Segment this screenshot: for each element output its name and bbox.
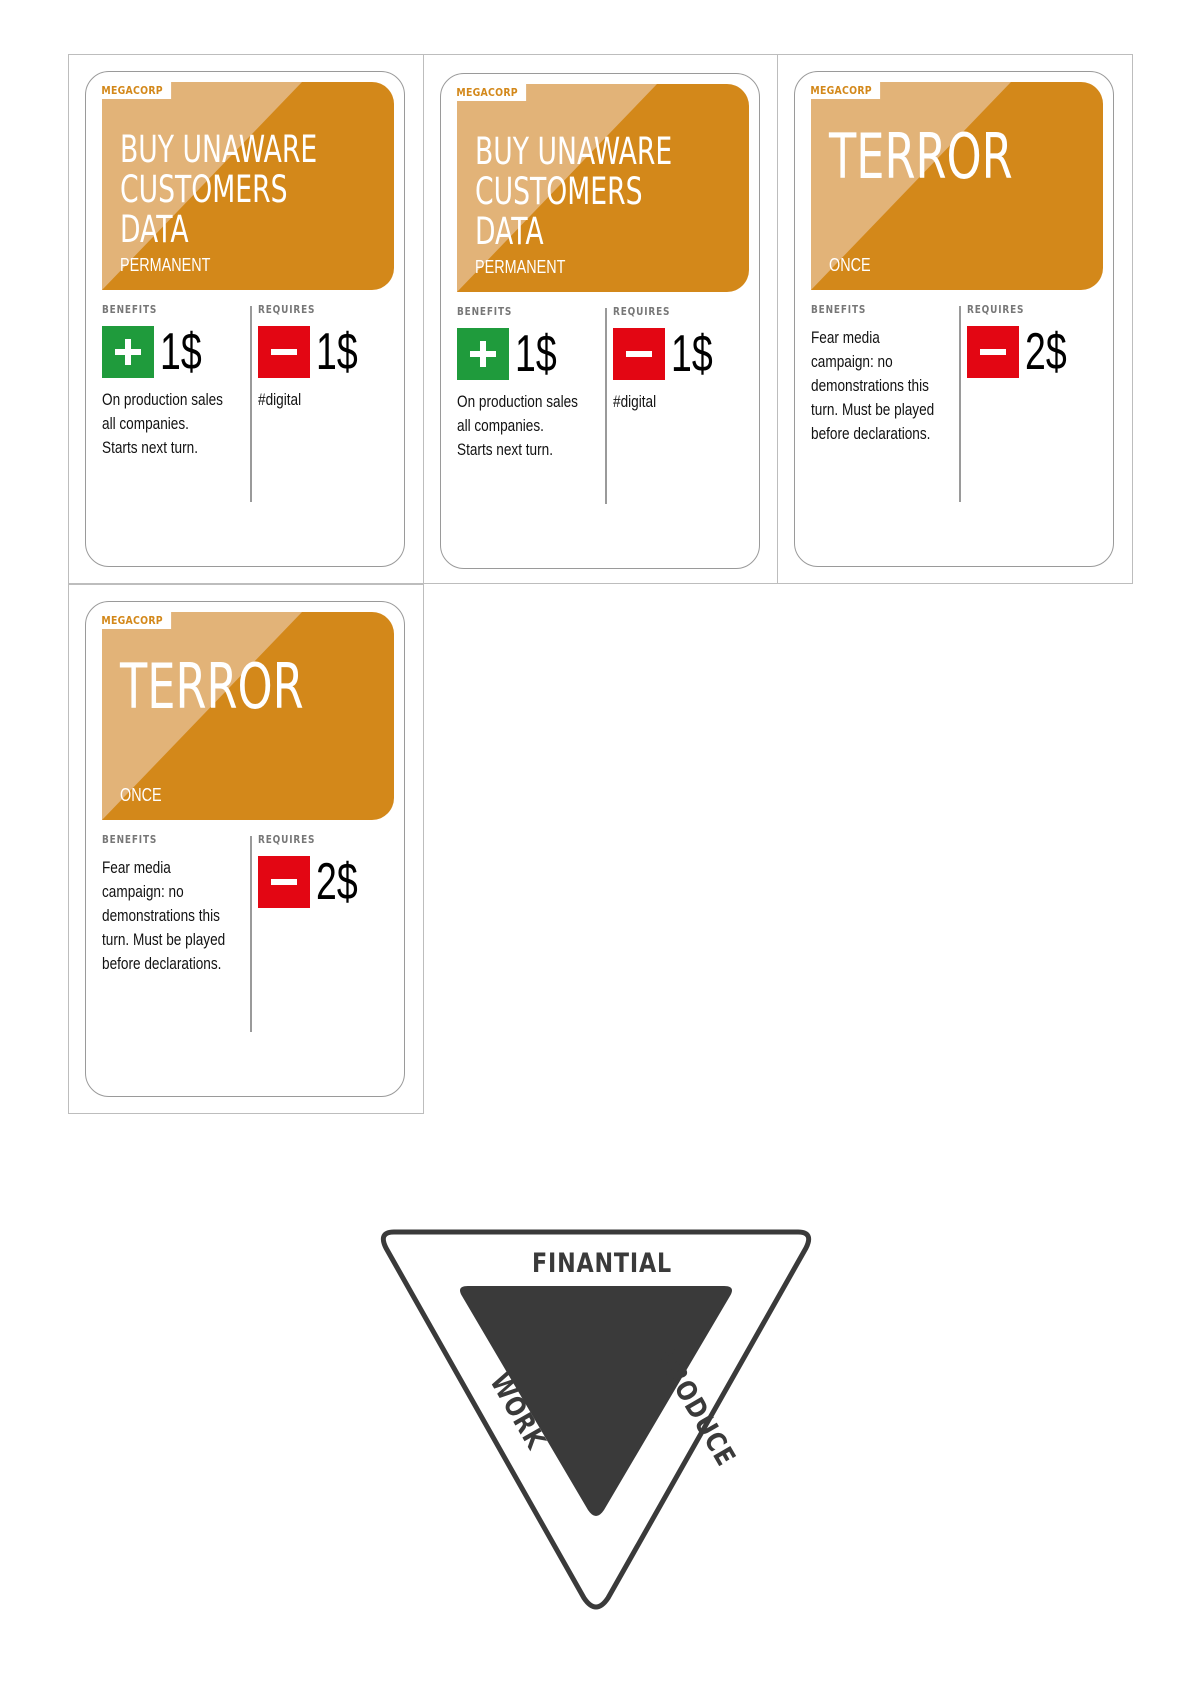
benefit-amount: 1$ (515, 325, 557, 383)
card[interactable]: BUY UNAWARE CUSTOMERS DATA PERMANENT MEG… (85, 71, 405, 567)
benefits-label: BENEFITS (811, 304, 867, 316)
requires-amount: 1$ (316, 323, 358, 381)
label-finantial: FINANTIAL (532, 1248, 672, 1279)
requires-text: #digital (613, 392, 657, 411)
column-divider (959, 306, 961, 502)
benefits-label: BENEFITS (102, 834, 158, 846)
benefit-text: Fear media campaign: no demonstrations t… (102, 858, 226, 973)
column-divider (250, 306, 252, 502)
card-title: BUY UNAWARE CUSTOMERS DATA (120, 128, 318, 251)
triangle-inner (460, 1286, 732, 1516)
card[interactable]: BUY UNAWARE CUSTOMERS DATA PERMANENT MEG… (440, 73, 760, 569)
benefit-text: Fear media campaign: no demonstrations t… (811, 328, 935, 443)
card-title: BUY UNAWARE CUSTOMERS DATA (475, 130, 673, 253)
requires-text: #digital (258, 390, 302, 409)
triangle-token: FINANTIAL WORK PRODUCE (372, 1220, 820, 1625)
card-title: TERROR (120, 650, 304, 723)
card-title: TERROR (829, 120, 1013, 193)
card-slot-1: BUY UNAWARE CUSTOMERS DATA PERMANENT MEG… (68, 54, 424, 584)
card-duration: PERMANENT (475, 257, 566, 277)
card-duration: ONCE (829, 255, 871, 275)
benefits-label: BENEFITS (457, 306, 513, 318)
card-banner: BUY UNAWARE CUSTOMERS DATA PERMANENT (102, 82, 394, 290)
plus-icon (457, 328, 509, 380)
card[interactable]: TERROR ONCE MEGACORP BENEFITS REQUIRES F… (85, 601, 405, 1097)
requires-label: REQUIRES (258, 304, 316, 316)
card-slot-2: BUY UNAWARE CUSTOMERS DATA PERMANENT MEG… (423, 54, 778, 584)
card-slot-4: TERROR ONCE MEGACORP BENEFITS REQUIRES F… (68, 584, 424, 1114)
card-banner: BUY UNAWARE CUSTOMERS DATA PERMANENT (457, 84, 749, 292)
requires-label: REQUIRES (613, 306, 671, 318)
requires-label: REQUIRES (258, 834, 316, 846)
benefits-label: BENEFITS (102, 304, 158, 316)
benefit-text: On production sales all companies. Start… (102, 390, 223, 457)
column-divider (605, 308, 607, 504)
card-duration: PERMANENT (120, 255, 211, 275)
banner-diagonal (102, 82, 394, 290)
requires-amount: 1$ (671, 325, 713, 383)
banner-diagonal (457, 84, 749, 292)
brand-tag: MEGACORP (807, 82, 881, 99)
requires-amount: 2$ (1025, 323, 1067, 381)
benefit-amount: 1$ (160, 323, 202, 381)
minus-icon (967, 326, 1019, 378)
brand-tag: MEGACORP (98, 612, 172, 629)
triangle-svg: FINANTIAL WORK PRODUCE (380, 1229, 812, 1610)
card[interactable]: TERROR ONCE MEGACORP BENEFITS REQUIRES F… (794, 71, 1114, 567)
card-slot-3: TERROR ONCE MEGACORP BENEFITS REQUIRES F… (777, 54, 1133, 584)
brand-tag: MEGACORP (453, 84, 527, 101)
banner-diagonal (811, 82, 1103, 290)
column-divider (250, 836, 252, 1032)
minus-icon (258, 856, 310, 908)
requires-label: REQUIRES (967, 304, 1025, 316)
requires-amount: 2$ (316, 853, 358, 911)
banner-diagonal (102, 612, 394, 820)
brand-tag: MEGACORP (98, 82, 172, 99)
card-banner: TERROR ONCE (811, 82, 1103, 290)
card-banner: TERROR ONCE (102, 612, 394, 820)
plus-icon (102, 326, 154, 378)
benefit-text: On production sales all companies. Start… (457, 392, 578, 459)
minus-icon (258, 326, 310, 378)
card-duration: ONCE (120, 785, 162, 805)
minus-icon (613, 328, 665, 380)
